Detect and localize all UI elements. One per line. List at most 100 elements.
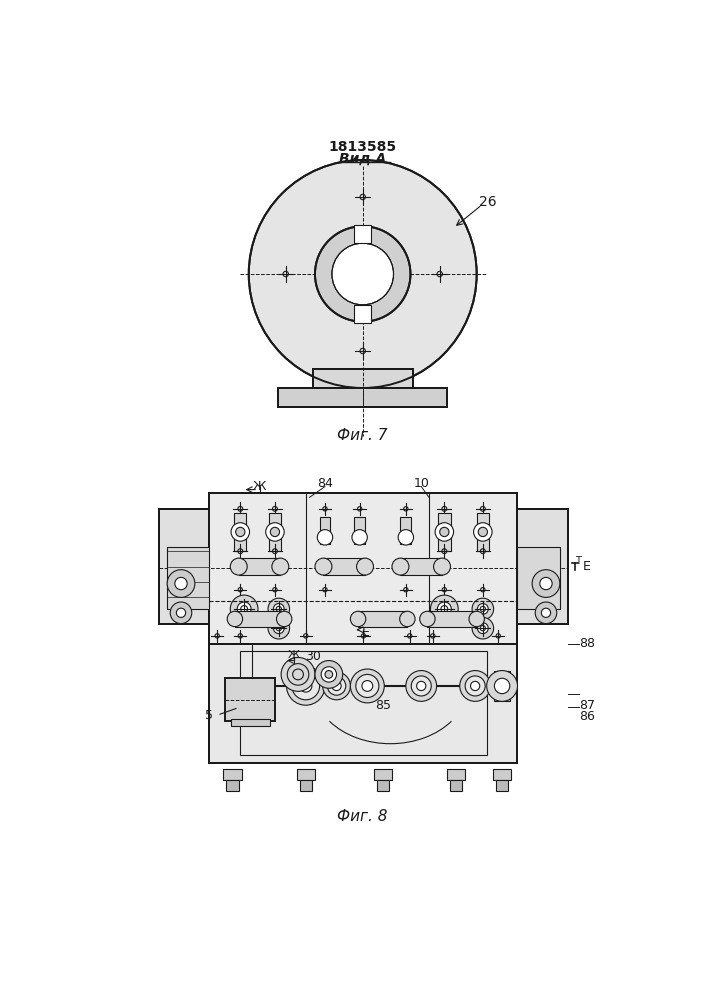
Bar	[518, 509, 568, 624]
Circle shape	[420, 611, 435, 627]
Bar	[312, 369, 413, 388]
Bar	[493, 769, 511, 780]
Text: 86: 86	[579, 710, 595, 723]
Text: 85: 85	[375, 699, 391, 712]
Text: 84: 84	[317, 477, 333, 490]
Circle shape	[351, 669, 385, 703]
Bar	[231, 719, 269, 726]
Bar	[235, 611, 284, 627]
Circle shape	[315, 226, 411, 322]
Circle shape	[266, 523, 284, 541]
Circle shape	[315, 558, 332, 575]
Text: 87: 87	[579, 699, 595, 712]
Circle shape	[362, 681, 373, 691]
Circle shape	[494, 678, 510, 694]
Circle shape	[398, 530, 414, 545]
Bar	[209, 493, 518, 644]
Circle shape	[325, 671, 333, 678]
Circle shape	[477, 604, 489, 614]
Circle shape	[286, 667, 325, 705]
Circle shape	[392, 558, 409, 575]
Text: 88: 88	[579, 637, 595, 650]
Circle shape	[416, 681, 426, 691]
Text: Вид А: Вид А	[339, 152, 386, 166]
Circle shape	[281, 657, 315, 691]
Circle shape	[274, 623, 284, 634]
Circle shape	[435, 523, 454, 541]
Circle shape	[176, 608, 186, 617]
Bar	[438, 513, 450, 551]
Text: Фиг. 7: Фиг. 7	[337, 428, 388, 443]
Bar	[312, 369, 413, 388]
Circle shape	[332, 681, 341, 691]
Bar	[160, 509, 209, 624]
Circle shape	[540, 577, 552, 590]
Circle shape	[231, 523, 250, 541]
Circle shape	[321, 667, 337, 682]
Bar	[400, 558, 442, 575]
Bar	[400, 517, 411, 544]
Circle shape	[486, 671, 518, 701]
Circle shape	[272, 558, 288, 575]
Bar	[447, 769, 465, 780]
Bar	[428, 611, 477, 627]
Circle shape	[465, 676, 485, 696]
Bar	[354, 517, 365, 544]
Bar	[234, 513, 247, 551]
Circle shape	[351, 611, 366, 627]
Circle shape	[249, 160, 477, 388]
Bar	[160, 509, 209, 624]
Text: Ж: Ж	[288, 650, 300, 660]
Circle shape	[440, 527, 449, 537]
Text: 10: 10	[414, 477, 429, 490]
Bar	[278, 388, 448, 407]
Bar	[477, 513, 489, 551]
Bar	[358, 611, 407, 627]
Circle shape	[268, 598, 290, 620]
Bar	[354, 225, 371, 243]
Bar	[373, 769, 392, 780]
Bar	[354, 305, 371, 323]
Bar	[167, 547, 209, 609]
Bar	[296, 769, 315, 780]
Circle shape	[230, 595, 258, 623]
Circle shape	[469, 611, 484, 627]
Text: Фиг. 8: Фиг. 8	[337, 809, 388, 824]
Bar	[320, 517, 330, 544]
Circle shape	[471, 681, 480, 691]
Circle shape	[175, 577, 187, 590]
Circle shape	[438, 602, 451, 616]
Circle shape	[238, 602, 251, 616]
Text: Е: Е	[583, 560, 591, 573]
Bar	[226, 780, 239, 791]
Bar	[269, 513, 281, 551]
Circle shape	[535, 602, 557, 624]
Bar	[518, 547, 560, 609]
Text: 1813585: 1813585	[329, 140, 397, 154]
Circle shape	[399, 611, 415, 627]
Bar	[496, 780, 508, 791]
Circle shape	[327, 677, 346, 695]
Bar	[209, 493, 518, 644]
Bar	[377, 780, 389, 791]
Circle shape	[406, 671, 437, 701]
Circle shape	[460, 671, 491, 701]
Bar	[300, 780, 312, 791]
Circle shape	[411, 676, 431, 696]
Text: Т: Т	[575, 556, 581, 566]
Circle shape	[317, 530, 333, 545]
Circle shape	[322, 672, 351, 700]
Bar	[209, 644, 518, 763]
Circle shape	[292, 672, 320, 700]
Bar	[223, 769, 242, 780]
Circle shape	[227, 611, 243, 627]
Circle shape	[270, 527, 279, 537]
Circle shape	[274, 604, 284, 614]
Circle shape	[170, 602, 192, 624]
Bar	[278, 388, 448, 407]
Bar	[494, 671, 510, 701]
Circle shape	[230, 558, 247, 575]
Bar	[450, 780, 462, 791]
Circle shape	[300, 680, 312, 692]
Bar	[324, 558, 365, 575]
